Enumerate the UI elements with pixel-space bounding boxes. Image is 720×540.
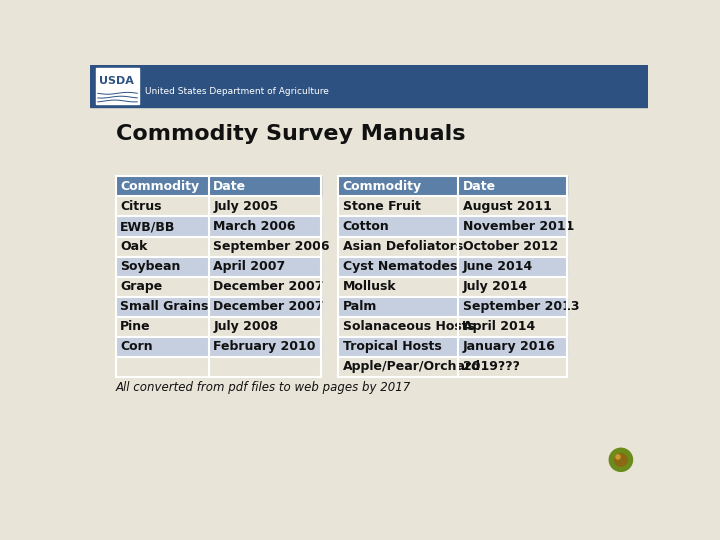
- Bar: [338, 296, 567, 316]
- Text: Solanaceous Hosts: Solanaceous Hosts: [343, 320, 474, 333]
- Text: February 2010: February 2010: [213, 340, 316, 353]
- Text: Stone Fruit: Stone Fruit: [343, 200, 420, 213]
- Bar: [338, 177, 567, 197]
- Text: July 2014: July 2014: [463, 280, 528, 293]
- Circle shape: [616, 455, 620, 459]
- Text: September 2006: September 2006: [213, 240, 330, 253]
- Text: December 2007: December 2007: [213, 280, 324, 293]
- Bar: [116, 296, 321, 316]
- Text: August 2011: August 2011: [463, 200, 552, 213]
- Bar: [338, 237, 567, 256]
- Text: March 2006: March 2006: [213, 220, 296, 233]
- Circle shape: [609, 448, 632, 471]
- Text: Apple/Pear/Orchard: Apple/Pear/Orchard: [343, 360, 481, 373]
- Bar: [338, 336, 567, 356]
- Text: October 2012: October 2012: [463, 240, 558, 253]
- Text: Citrus: Citrus: [120, 200, 162, 213]
- Text: EWB/BB: EWB/BB: [120, 220, 176, 233]
- Text: Grape: Grape: [120, 280, 163, 293]
- Bar: [116, 197, 321, 217]
- Bar: [116, 217, 321, 237]
- Text: April 2007: April 2007: [213, 260, 285, 273]
- Circle shape: [614, 454, 627, 466]
- Bar: [116, 177, 321, 197]
- Text: Commodity: Commodity: [120, 180, 199, 193]
- Bar: [116, 256, 321, 276]
- Text: Date: Date: [463, 180, 496, 193]
- Text: Soybean: Soybean: [120, 260, 181, 273]
- Text: Pine: Pine: [120, 320, 151, 333]
- Text: December 2007: December 2007: [213, 300, 324, 313]
- Bar: [338, 217, 567, 237]
- Bar: [116, 237, 321, 256]
- Text: July 2005: July 2005: [213, 200, 279, 213]
- Text: January 2016: January 2016: [463, 340, 556, 353]
- Text: Palm: Palm: [343, 300, 377, 313]
- Text: Commodity Survey Manuals: Commodity Survey Manuals: [116, 124, 465, 144]
- Text: All converted from pdf files to web pages by 2017: All converted from pdf files to web page…: [116, 381, 411, 394]
- Bar: [116, 336, 321, 356]
- Text: Cotton: Cotton: [343, 220, 390, 233]
- Text: 2019???: 2019???: [463, 360, 520, 373]
- Bar: [116, 177, 321, 377]
- Text: Mollusk: Mollusk: [343, 280, 396, 293]
- Bar: [338, 256, 567, 276]
- Bar: [96, 68, 139, 104]
- Text: April 2014: April 2014: [463, 320, 535, 333]
- Text: November 2011: November 2011: [463, 220, 574, 233]
- Bar: [116, 316, 321, 336]
- Text: Tropical Hosts: Tropical Hosts: [343, 340, 441, 353]
- Bar: [90, 65, 648, 107]
- Text: Asian Defoliators: Asian Defoliators: [343, 240, 463, 253]
- Text: June 2014: June 2014: [463, 260, 533, 273]
- Bar: [116, 276, 321, 296]
- Bar: [116, 356, 321, 377]
- Text: Date: Date: [213, 180, 246, 193]
- Text: Corn: Corn: [120, 340, 153, 353]
- Text: Small Grains: Small Grains: [120, 300, 209, 313]
- Text: July 2008: July 2008: [213, 320, 278, 333]
- Bar: [338, 316, 567, 336]
- Bar: [338, 177, 567, 377]
- Bar: [338, 276, 567, 296]
- Text: Oak: Oak: [120, 240, 148, 253]
- Text: September 2013: September 2013: [463, 300, 580, 313]
- Text: USDA: USDA: [99, 76, 133, 85]
- Bar: [338, 356, 567, 377]
- Text: Cyst Nematodes: Cyst Nematodes: [343, 260, 457, 273]
- Text: Commodity: Commodity: [343, 180, 422, 193]
- Text: United States Department of Agriculture: United States Department of Agriculture: [145, 86, 329, 96]
- Bar: [338, 197, 567, 217]
